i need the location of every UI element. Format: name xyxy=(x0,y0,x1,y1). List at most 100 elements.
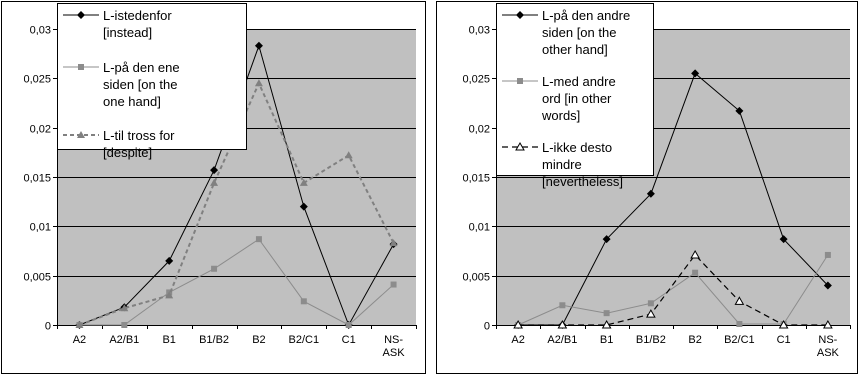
legend: L-istedenfor [instead] L-på den ene siden [… xyxy=(57,3,247,160)
legend-label-line: L-på den andre xyxy=(542,8,630,23)
legend-label: L-istedenfor [instead] xyxy=(103,8,172,40)
x-tick-label: C1 xyxy=(342,334,356,346)
data-point xyxy=(602,235,611,244)
y-tick-label: 0,03 xyxy=(30,25,51,37)
x-tick-label: NS-ASK xyxy=(383,334,406,359)
legend-label: L-til tross for [despite] xyxy=(103,128,175,160)
x-axis: A2 A2/B1 B1 B1/B2 B2 B2/C1 C1 NS-ASK xyxy=(496,325,851,359)
data-point xyxy=(211,265,218,272)
series-line xyxy=(79,238,394,326)
y-tick-label: 0,02 xyxy=(30,124,51,136)
series-line xyxy=(79,80,395,326)
series-3 xyxy=(75,79,398,328)
legend-label: L-ikke desto mindre [nevertheless] xyxy=(542,140,623,189)
series-line xyxy=(518,253,828,326)
legend-swatch-marker xyxy=(517,78,523,84)
x-tick-label: B2/C1 xyxy=(724,334,755,346)
legend-label-line: mindre xyxy=(542,157,582,172)
data-point xyxy=(692,269,699,276)
data-point xyxy=(824,251,831,258)
legend: L-på den andre siden [on the other hand]L-… xyxy=(496,3,654,189)
data-point xyxy=(823,281,832,290)
data-point xyxy=(647,300,654,307)
legend-label: L-med andre ord [in other words] xyxy=(541,74,616,123)
data-point xyxy=(344,151,353,159)
legend-label: L-på den ene siden [on the one hand] xyxy=(103,60,180,109)
y-tick-label: 0,005 xyxy=(462,272,490,284)
y-axis: 0 0,005 0,01 0,015 0,02 0,025 0,03 xyxy=(462,25,496,333)
x-tick-label: A2 xyxy=(511,334,524,346)
legend-swatch-marker xyxy=(77,11,85,19)
y-tick-label: 0,01 xyxy=(469,222,490,234)
x-tick-label: C1 xyxy=(777,334,791,346)
legend-label-line: [nevertheless] xyxy=(542,174,623,189)
x-tick-label: B2 xyxy=(252,334,265,346)
data-point xyxy=(299,202,308,211)
legend-swatch-marker xyxy=(77,131,85,138)
data-point xyxy=(557,319,568,329)
x-tick-label-line: A2/B1 xyxy=(109,334,139,346)
data-point xyxy=(513,319,523,329)
legend-label-line: L-til tross for xyxy=(103,128,175,143)
data-point xyxy=(389,239,398,247)
chart-1: 0 0,005 0,01 0,015 0,02 0,025 0,03 A2 A2/B1 B1 B1/… xyxy=(1,1,426,374)
x-tick-label-line: B2 xyxy=(688,334,701,346)
data-point xyxy=(690,249,700,259)
x-tick-label: NS-ASK xyxy=(817,334,840,359)
legend-swatch-marker xyxy=(516,11,524,19)
x-tick-label-line: B1/B2 xyxy=(636,334,666,346)
x-tick-label: B1 xyxy=(162,334,175,346)
x-tick-label-line: B2 xyxy=(252,334,265,346)
x-tick-label-line: ASK xyxy=(817,347,840,359)
data-point xyxy=(210,166,219,175)
data-point xyxy=(646,309,656,318)
legend-label-line: L-med andre xyxy=(542,74,616,89)
y-tick-label: 0,03 xyxy=(469,25,490,37)
data-point xyxy=(165,291,174,299)
x-tick-label-line: ASK xyxy=(383,347,406,359)
x-tick-label: B1 xyxy=(600,334,613,346)
x-tick-label: B2 xyxy=(688,334,701,346)
legend-label-line: siden [on the xyxy=(103,77,177,92)
x-tick-label-line: NS- xyxy=(384,334,403,346)
x-tick-label: B1/B2 xyxy=(636,334,666,346)
data-point xyxy=(691,69,700,78)
x-tick-label-line: B1 xyxy=(162,334,175,346)
x-tick-label-line: B2/C1 xyxy=(289,334,320,346)
x-tick-label-line: B1/B2 xyxy=(199,334,229,346)
data-point xyxy=(778,319,789,329)
y-tick-label: 0 xyxy=(45,321,51,333)
y-tick-label: 0,01 xyxy=(30,222,51,234)
data-point xyxy=(165,256,174,265)
series-3 xyxy=(513,249,833,329)
data-point xyxy=(299,178,308,186)
x-tick-label: A2/B1 xyxy=(547,334,577,346)
legend-label-line: other hand] xyxy=(542,42,608,57)
data-point xyxy=(559,302,566,309)
data-point xyxy=(255,236,262,243)
data-point xyxy=(779,235,788,244)
y-tick-label: 0,025 xyxy=(462,74,490,86)
y-tick-label: 0,015 xyxy=(23,173,51,185)
y-tick-label: 0,015 xyxy=(462,173,490,185)
y-tick-label: 0 xyxy=(484,321,490,333)
data-point xyxy=(345,322,352,328)
data-point xyxy=(121,322,128,328)
legend-label-line: L-på den ene xyxy=(103,60,180,75)
data-point xyxy=(736,321,743,328)
legend-box xyxy=(57,3,247,150)
x-tick-label: B2/C1 xyxy=(289,334,320,346)
data-point xyxy=(254,79,263,87)
data-point xyxy=(390,281,397,288)
legend-label-line: one hand] xyxy=(103,94,161,109)
legend-label-line: [instead] xyxy=(103,25,152,40)
data-point xyxy=(734,296,745,305)
y-tick-label: 0,02 xyxy=(469,124,490,136)
x-tick-label-line: B1 xyxy=(600,334,613,346)
x-tick-label-line: A2/B1 xyxy=(547,334,577,346)
x-tick-label-line: B2/C1 xyxy=(724,334,755,346)
data-point xyxy=(210,178,219,186)
chart-2: 0 0,005 0,01 0,015 0,02 0,025 0,03 A2 A2/B1 B1 B1/… xyxy=(436,1,858,374)
